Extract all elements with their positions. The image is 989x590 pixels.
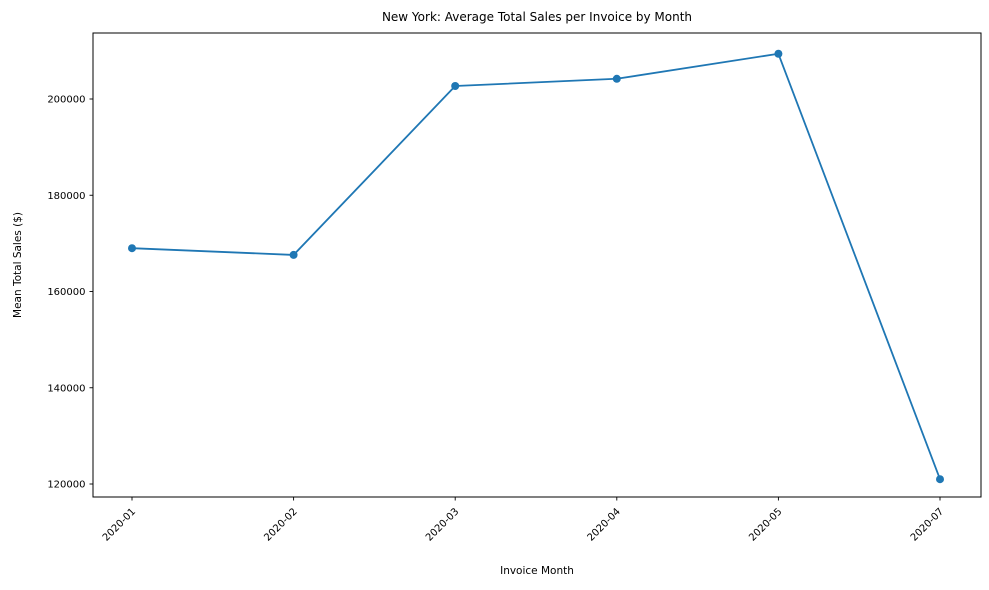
y-tick-label: 120000 [47,480,85,491]
data-line [131,52,941,481]
data-point [451,82,460,91]
data-point [936,475,944,484]
x-tick-label: 2020-05 [747,506,784,543]
x-tick-label: 2020-07 [909,506,946,543]
data-point [774,49,783,58]
data-point [612,74,621,83]
y-tick-label: 140000 [47,383,85,394]
x-axis-label: Invoice Month [500,565,574,577]
y-tick-label: 160000 [47,287,85,298]
x-tick-label: 2020-01 [101,506,138,543]
data-point [128,244,136,253]
x-tick-label: 2020-04 [586,506,623,543]
y-axis-label: Mean Total Sales ($) [12,212,24,318]
y-tick-label: 200000 [47,94,85,105]
chart-title: New York: Average Total Sales per Invoic… [382,10,692,24]
plot-area [92,32,982,498]
x-tick-label: 2020-02 [262,506,299,543]
data-point [289,250,298,259]
x-tick-label: 2020-03 [424,506,461,543]
y-tick-label: 180000 [47,191,85,202]
